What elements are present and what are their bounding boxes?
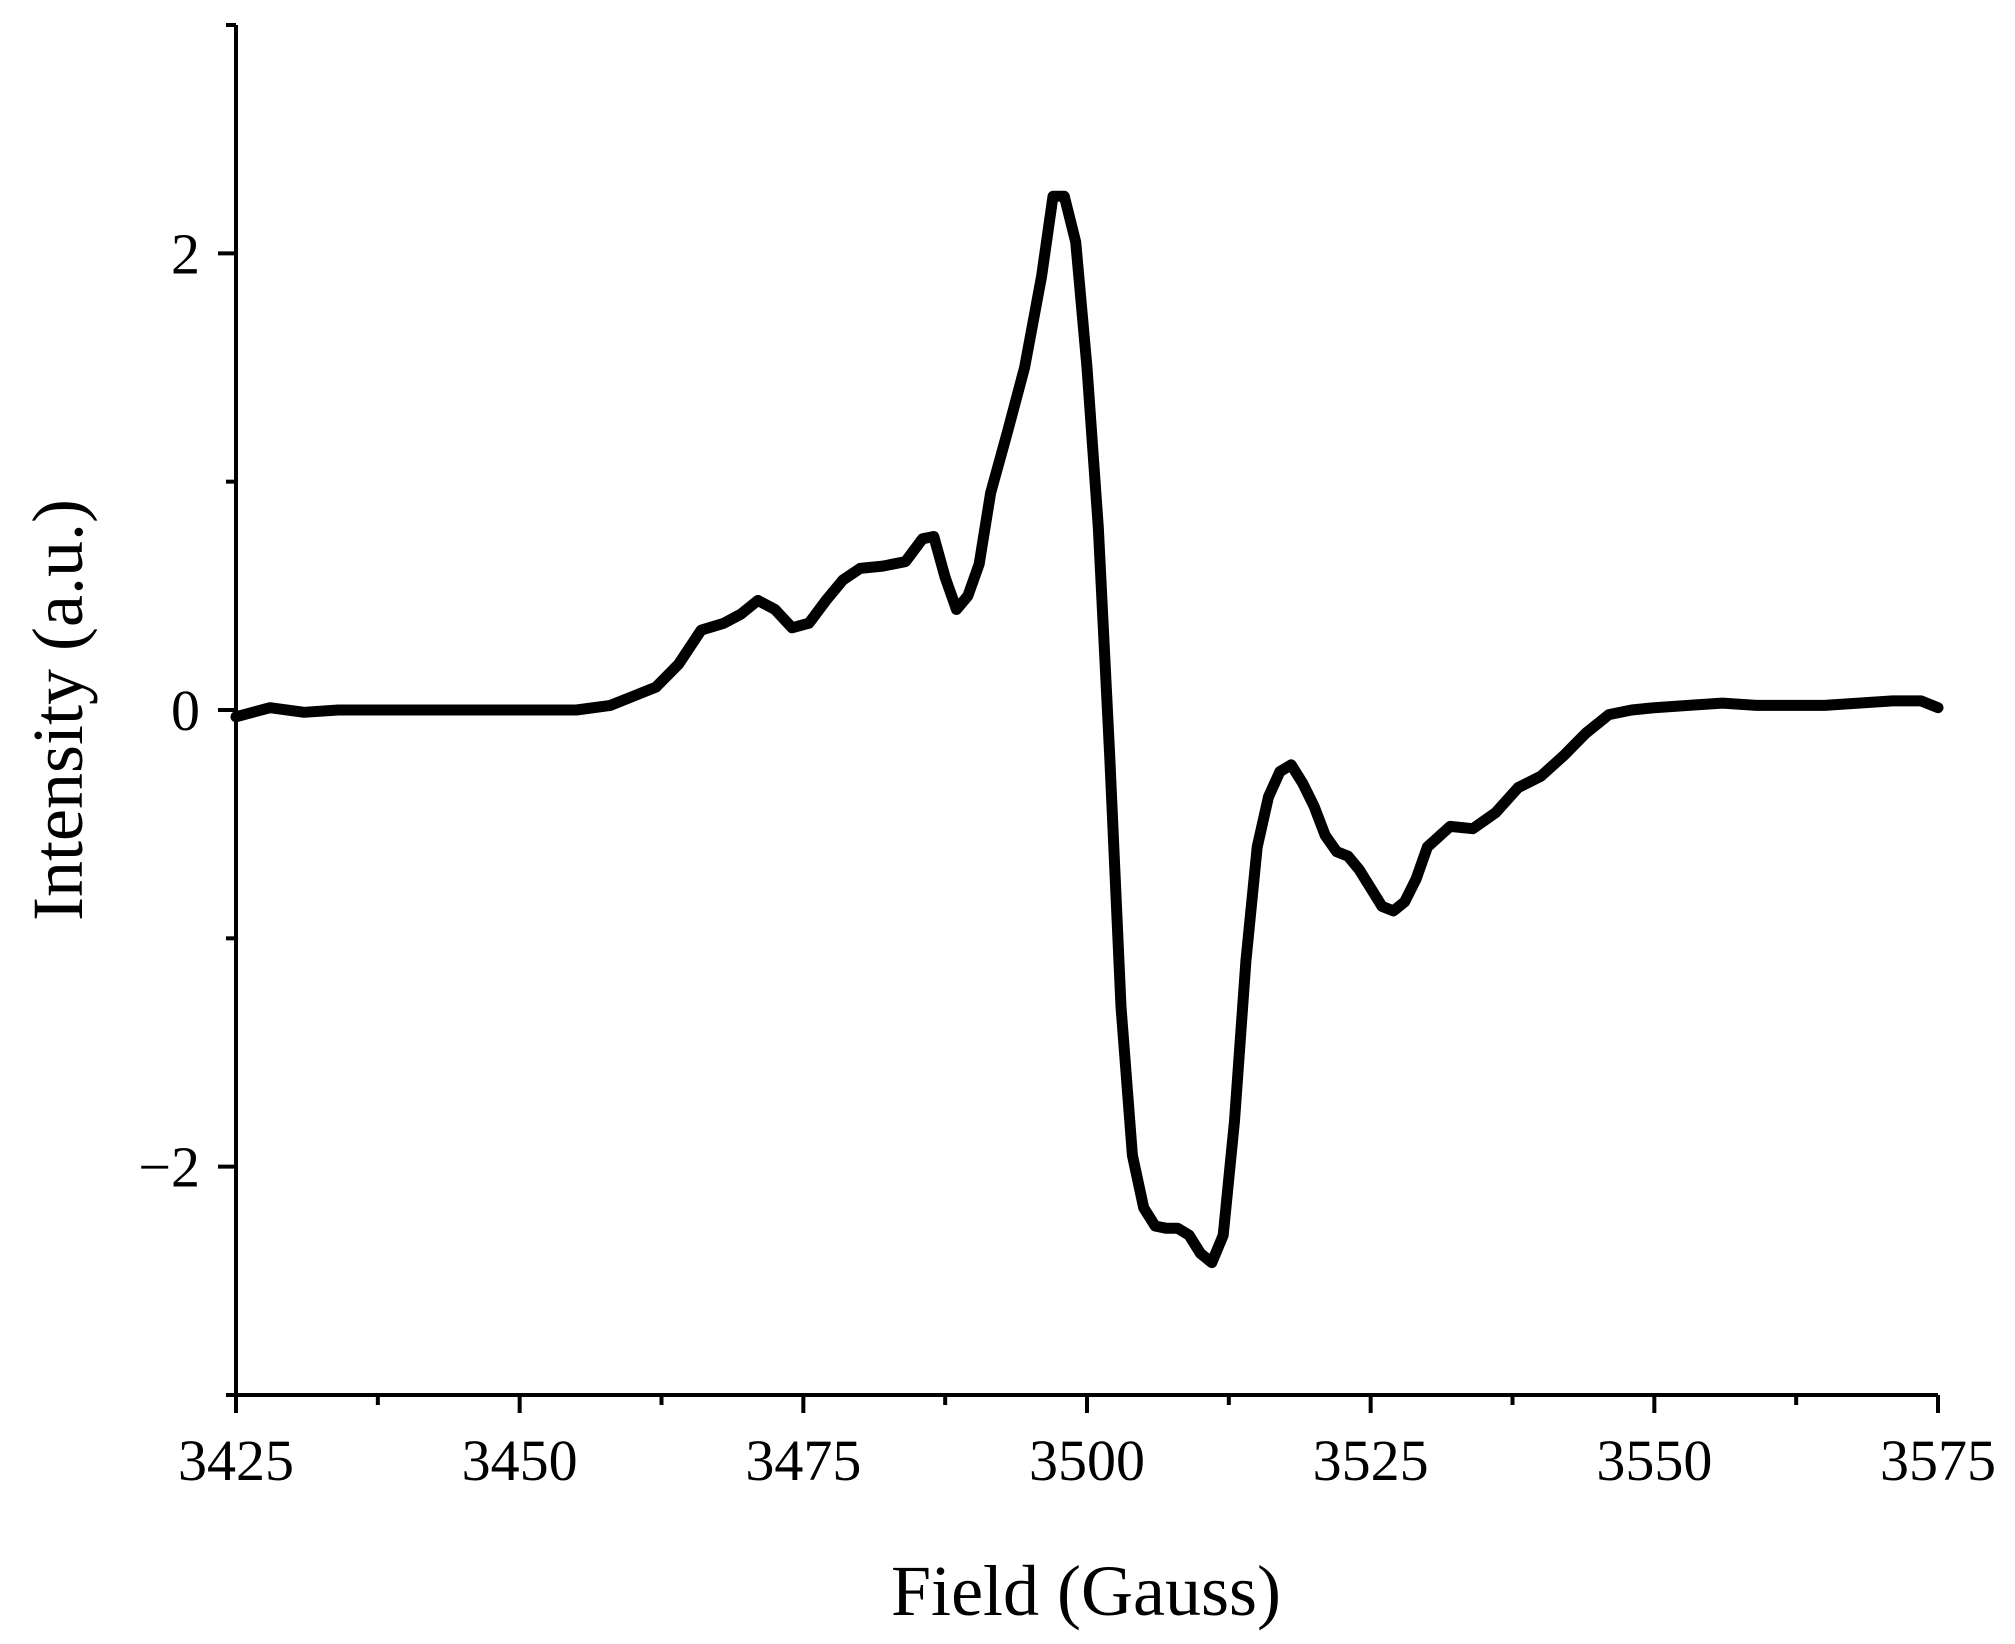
x-tick-label: 3575 bbox=[1880, 1428, 1996, 1493]
x-axis-title: Field (Gauss) bbox=[891, 1551, 1281, 1631]
plot-area: 3425 3450 3475 3500 3525 3550 3575 −2 0 2 bbox=[138, 23, 1996, 1493]
x-tick-label: 3500 bbox=[1029, 1428, 1145, 1493]
spectrum-line bbox=[230, 190, 1944, 1269]
y-axis-title: Intensity (a.u.) bbox=[18, 499, 98, 921]
x-tick-label: 3450 bbox=[462, 1428, 578, 1493]
x-tick-label: 3425 bbox=[178, 1428, 294, 1493]
x-tick-label: 3550 bbox=[1596, 1428, 1712, 1493]
x-tick-label: 3475 bbox=[745, 1428, 861, 1493]
y-tick-label: −2 bbox=[138, 1135, 200, 1200]
x-tick-label: 3525 bbox=[1313, 1428, 1429, 1493]
y-tick-label: 2 bbox=[171, 221, 200, 286]
y-tick-label: 0 bbox=[171, 678, 200, 743]
